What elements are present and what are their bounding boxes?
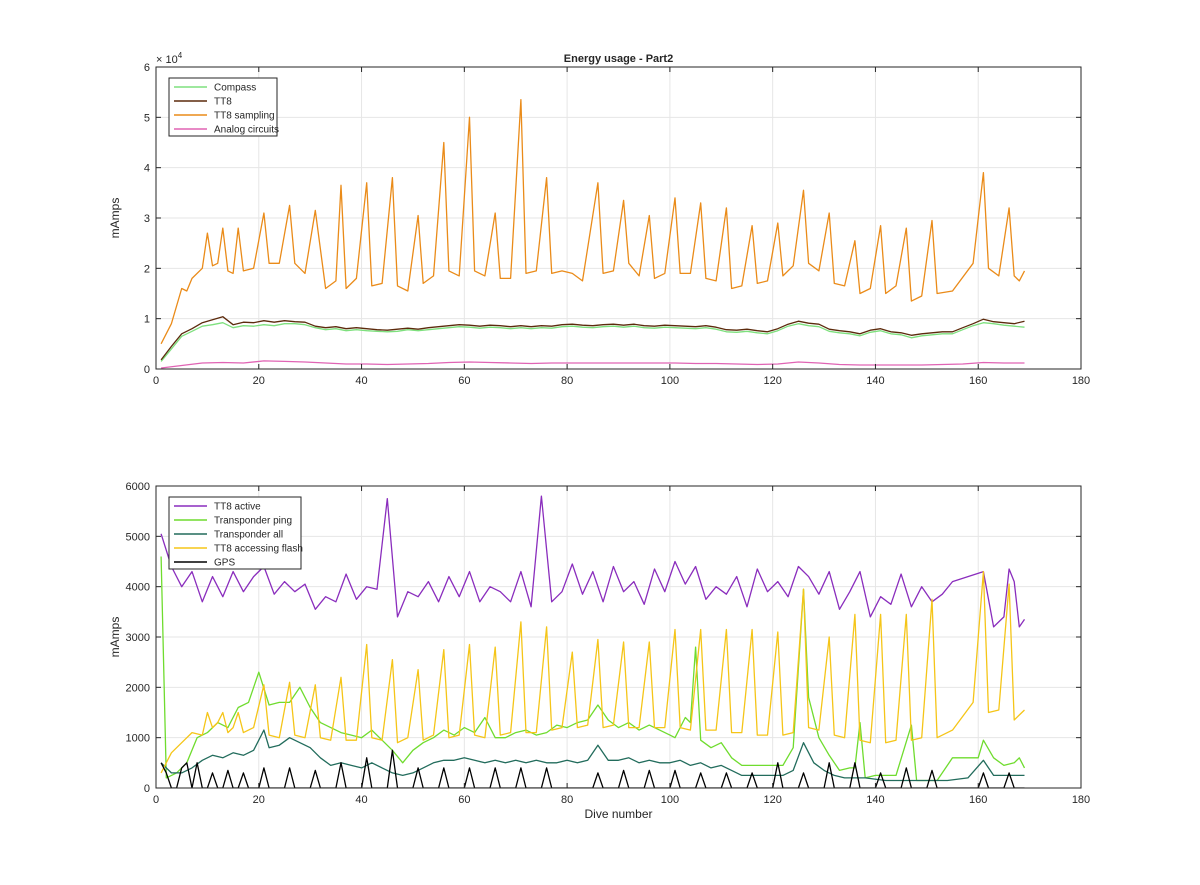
y-tick-label: 4 <box>144 163 150 175</box>
x-tick-label: 100 <box>661 375 679 387</box>
y-tick-label: 6000 <box>126 481 150 493</box>
series-line-tt8-accessing-flash <box>160 570 1025 774</box>
x-tick-label: 0 <box>153 794 159 806</box>
series-line-transponder-ping <box>160 556 1026 782</box>
y-tick-label: 1 <box>144 314 150 326</box>
y-tick-label: 6 <box>144 62 150 74</box>
legend-label-tt8: TT8 <box>214 97 232 108</box>
x-tick-label: 80 <box>561 794 573 806</box>
y-tick-label: 5000 <box>126 531 150 543</box>
series-group <box>160 99 1026 369</box>
energy-usage-bottom-chart: 0 20 40 60 80 100 120 140 160 180 0 1000 2000 3000 400… <box>108 481 1090 821</box>
x-tick-label: 180 <box>1072 794 1090 806</box>
legend-label-transponder-ping: Transponder ping <box>214 516 292 527</box>
x-axis-label: Dive number <box>584 807 652 821</box>
y-tick-label: 5 <box>144 112 150 124</box>
series-line-compass <box>160 322 1025 362</box>
legend-label-tt8-accessing-flash: TT8 accessing flash <box>214 544 303 555</box>
legend: TT8 active Transponder ping Transponder al… <box>168 496 303 570</box>
legend-label-tt8-active: TT8 active <box>214 502 261 513</box>
y-tick-label: 0 <box>144 783 150 795</box>
series-line-tt8 <box>160 316 1025 361</box>
y-exponent-label: × 104 <box>156 51 183 66</box>
x-tick-label: 60 <box>458 794 470 806</box>
y-tick-label: 3 <box>144 213 150 225</box>
y-tick-label: 3000 <box>126 632 150 644</box>
x-tick-label: 100 <box>661 794 679 806</box>
y-tick-label: 4000 <box>126 582 150 594</box>
x-tick-label: 120 <box>763 375 781 387</box>
series-line-tt8-active <box>160 495 1026 628</box>
legend: Compass TT8 TT8 sampling Analog circuits <box>168 77 279 137</box>
series-line-gps <box>160 749 1025 788</box>
y-tick-label: 1000 <box>126 733 150 745</box>
y-tick-label: 2 <box>144 263 150 275</box>
x-tick-label: 80 <box>561 375 573 387</box>
y-axis-label: mAmps <box>108 198 122 239</box>
x-tick-label: 140 <box>866 375 884 387</box>
y-tick-label: 2000 <box>126 682 150 694</box>
x-tick-label: 60 <box>458 375 470 387</box>
legend-label-analog-circuits: Analog circuits <box>214 125 279 136</box>
legend-label-transponder-all: Transponder all <box>214 530 283 541</box>
legend-label-gps: GPS <box>214 558 235 569</box>
series-line-analog-circuits <box>161 360 1025 369</box>
x-tick-label: 180 <box>1072 375 1090 387</box>
y-exponent-power: 4 <box>178 51 183 60</box>
series-line-tt8-sampling <box>160 99 1026 345</box>
series-group <box>160 495 1026 788</box>
x-tick-label: 20 <box>253 375 265 387</box>
chart-title: Energy usage - Part2 <box>564 53 673 65</box>
x-tick-label: 160 <box>969 375 987 387</box>
x-tick-label: 40 <box>355 375 367 387</box>
energy-usage-top-chart: 0 20 40 60 80 100 120 140 160 180 0 1 2 3 4 5 6 × 104 Ener… <box>108 51 1090 387</box>
legend-box <box>168 496 302 570</box>
x-tick-label: 120 <box>763 794 781 806</box>
legend-label-compass: Compass <box>214 83 256 94</box>
x-tick-label: 160 <box>969 794 987 806</box>
x-tick-label: 140 <box>866 794 884 806</box>
x-tick-label: 20 <box>253 794 265 806</box>
x-tick-label: 40 <box>355 794 367 806</box>
x-tick-label: 0 <box>153 375 159 387</box>
y-axis-label: mAmps <box>108 617 122 658</box>
y-tick-label: 0 <box>144 364 150 376</box>
legend-label-tt8-sampling: TT8 sampling <box>214 111 275 122</box>
series-line-transponder-all <box>160 729 1025 782</box>
